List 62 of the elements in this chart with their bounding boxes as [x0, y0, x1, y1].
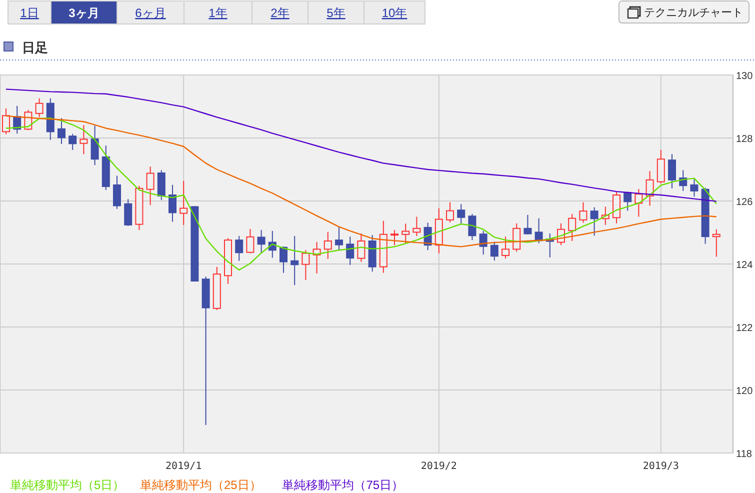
y-tick-label: 128 — [736, 134, 754, 145]
candlestick — [357, 232, 366, 262]
text: 単純移動平均（5日） — [10, 478, 125, 492]
candlestick — [568, 213, 576, 242]
candlestick — [446, 202, 454, 223]
candlestick — [468, 213, 476, 241]
candlestick — [113, 175, 121, 210]
candlestick — [479, 230, 488, 256]
text: 10年 — [382, 6, 408, 20]
text: 6ヶ月 — [135, 6, 166, 20]
candlestick — [257, 229, 266, 254]
candlestick — [280, 246, 288, 274]
candlestick — [690, 178, 698, 198]
candlestick — [58, 118, 66, 144]
candlestick — [402, 223, 410, 244]
candlestick — [90, 125, 99, 166]
candlestick — [490, 241, 498, 262]
chart-title: 日足 — [22, 40, 48, 55]
y-tick-label: 118 — [736, 449, 752, 460]
candlestick — [524, 214, 532, 235]
candlestick — [512, 222, 521, 252]
candlestick — [324, 231, 332, 260]
candlestick — [168, 184, 176, 222]
text: 単純移動平均（25日） — [140, 478, 262, 492]
candlestick — [668, 154, 676, 189]
y-tick-label: 130 — [736, 71, 754, 82]
x-tick-label: 2019/2 — [420, 461, 457, 472]
text: 単純移動平均（75日） — [282, 478, 404, 492]
candlestick — [246, 228, 254, 254]
candlestick — [146, 166, 154, 206]
candlestick — [502, 236, 510, 259]
text: 1日 — [20, 6, 39, 20]
candlestick — [235, 235, 244, 262]
y-tick-label: 120 — [736, 386, 754, 397]
y-tick-label: 124 — [736, 260, 754, 271]
candlestick — [457, 204, 466, 224]
candlestick — [80, 124, 88, 155]
candlestick — [612, 191, 620, 224]
candlestick — [180, 180, 188, 226]
candlestick — [579, 202, 588, 224]
candlestick — [412, 216, 421, 236]
text: 5年 — [326, 6, 346, 20]
candlestick — [656, 149, 665, 184]
candlestick — [68, 133, 77, 150]
candlestick — [346, 236, 354, 266]
candlestick — [390, 229, 398, 246]
button: テクニカルチャート — [618, 0, 750, 24]
candlestick — [35, 98, 44, 118]
x-tick-label: 2019/1 — [166, 461, 202, 472]
candlestick — [124, 198, 132, 226]
y-tick-label: 122 — [736, 323, 754, 334]
y-tick-label: 126 — [736, 197, 754, 208]
candlestick — [712, 228, 720, 258]
x-tick-label: 2019/3 — [642, 461, 679, 472]
candlestick — [157, 170, 166, 201]
text: 3ヶ月 — [68, 6, 100, 20]
candlestick — [302, 250, 310, 281]
candlestick — [590, 206, 598, 236]
candlestick — [290, 235, 299, 286]
text: 2年 — [270, 6, 290, 20]
text: 1年 — [208, 6, 228, 20]
candlestick — [335, 226, 343, 251]
